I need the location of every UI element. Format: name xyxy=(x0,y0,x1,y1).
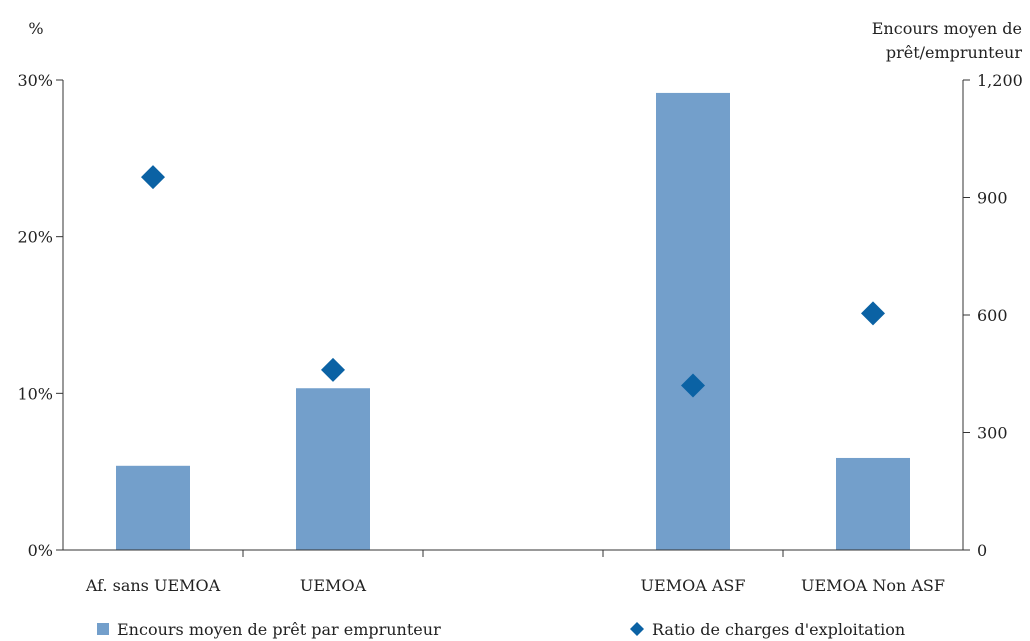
right-tick-label: 1,200 xyxy=(977,71,1023,90)
tick-labels: 0% 10% 20% 30% 0 300 600 900 1,200 Af. sans UEMOA… xyxy=(17,71,1022,595)
legend-item-markers: Ratio de charges d'exploitation xyxy=(630,620,905,639)
diamond-marker xyxy=(141,165,165,190)
bar xyxy=(296,388,370,550)
legend-item-bars: Encours moyen de prêt par emprunteur xyxy=(97,620,441,639)
legend: Encours moyen de prêt par emprunteur Rat… xyxy=(97,620,905,639)
diamond-marker xyxy=(681,373,705,398)
right-tick-label: 0 xyxy=(977,541,987,560)
bar xyxy=(116,465,190,550)
legend-diamond-swatch xyxy=(630,622,644,636)
left-tick-label: 0% xyxy=(28,541,53,560)
right-axis-title-line-2: prêt/emprunteur xyxy=(886,43,1023,62)
axes xyxy=(56,79,970,557)
left-tick-label: 10% xyxy=(17,384,53,403)
bar xyxy=(656,92,730,551)
x-tick-label: Af. sans UEMOA xyxy=(85,576,221,595)
left-axis-title: % xyxy=(28,19,43,38)
right-tick-label: 300 xyxy=(977,424,1008,443)
legend-marker-label: Ratio de charges d'exploitation xyxy=(652,620,905,639)
diamond-marker xyxy=(861,301,885,326)
legend-bar-label: Encours moyen de prêt par emprunteur xyxy=(117,620,441,639)
diamond-marker xyxy=(321,357,345,382)
x-tick-label: UEMOA Non ASF xyxy=(801,576,945,595)
right-axis-title-line-1: Encours moyen de xyxy=(872,19,1022,38)
legend-bar-swatch xyxy=(97,623,109,635)
bar-series xyxy=(116,92,910,551)
right-tick-label: 900 xyxy=(977,189,1008,208)
left-tick-label: 30% xyxy=(17,71,53,90)
x-tick-label: UEMOA ASF xyxy=(641,576,746,595)
bar xyxy=(836,457,910,550)
right-tick-label: 600 xyxy=(977,306,1008,325)
left-tick-label: 20% xyxy=(17,228,53,247)
marker-series xyxy=(141,165,885,398)
x-tick-label: UEMOA xyxy=(300,576,367,595)
